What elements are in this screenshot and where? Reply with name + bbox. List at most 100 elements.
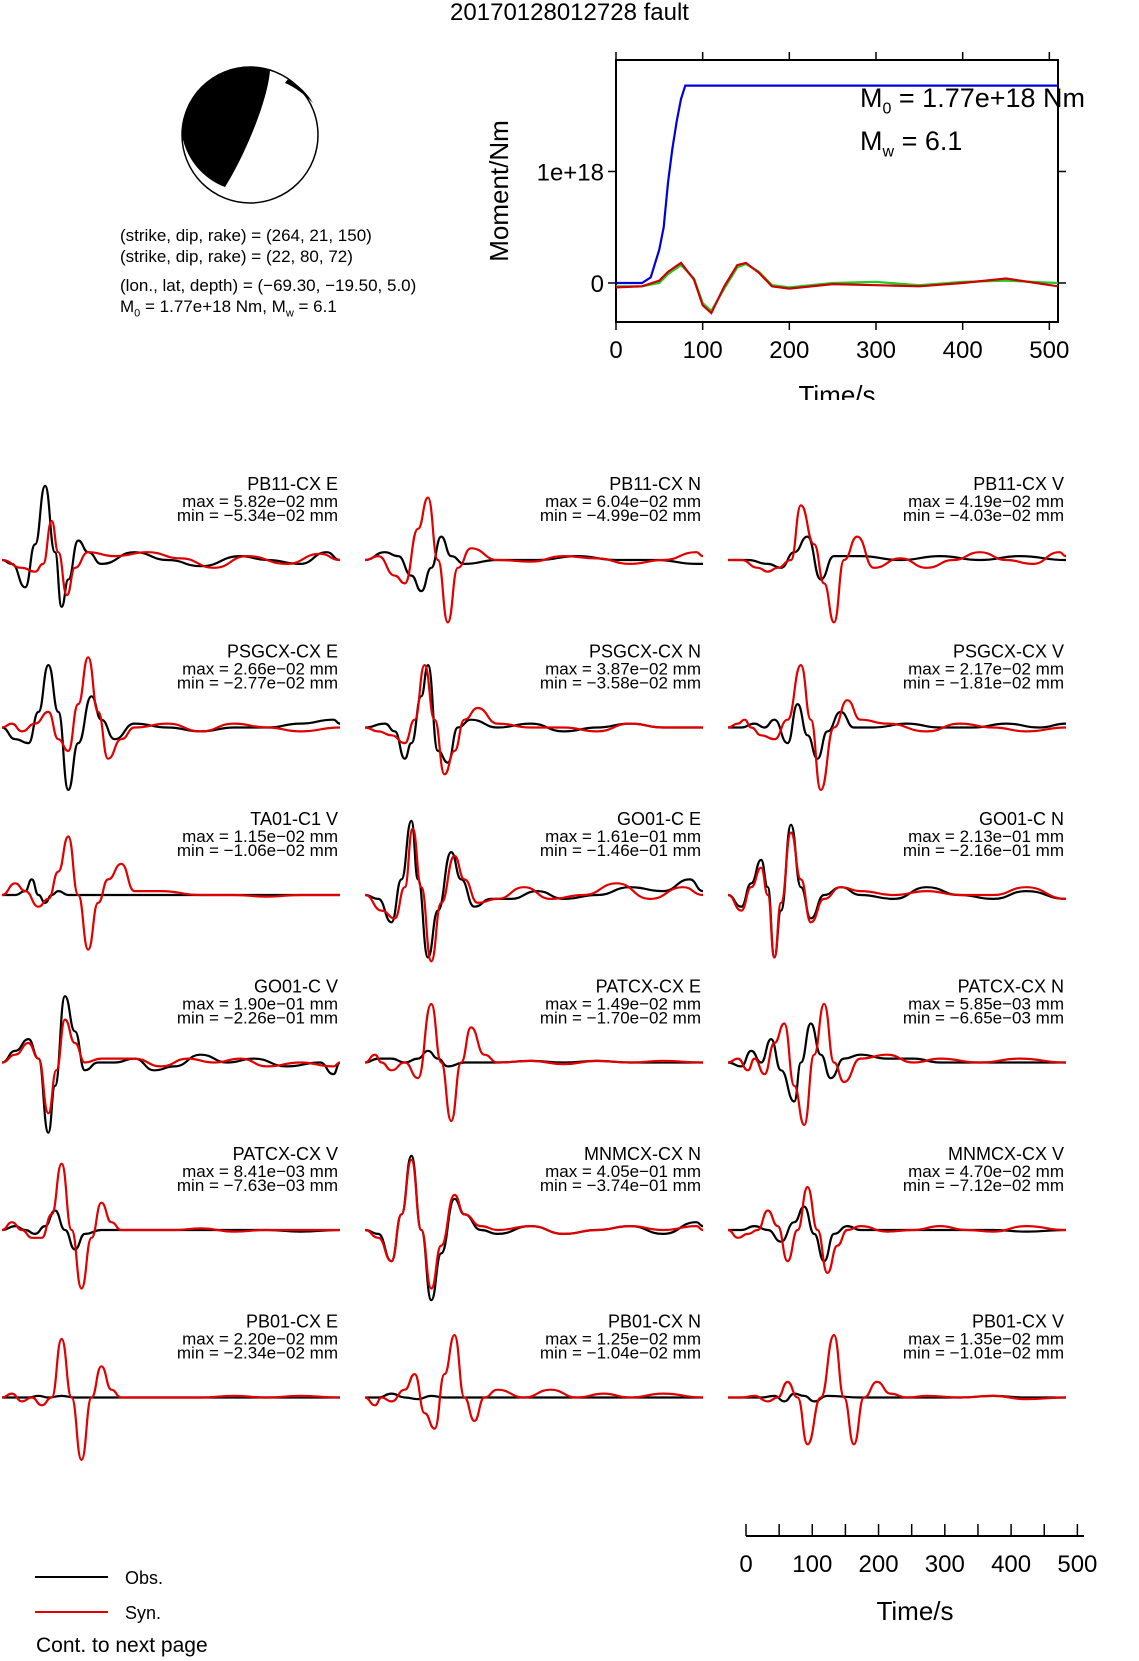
station-label: GO01-C N — [979, 809, 1064, 829]
continuation-note: Cont. to next page — [36, 1634, 208, 1657]
max-amplitude: max = 2.17e−02 mm — [908, 660, 1064, 679]
legend-obs-label: Obs. — [125, 1568, 163, 1588]
synthetic-trace — [1, 519, 341, 597]
time-tick-label: 200 — [859, 1551, 899, 1578]
synthetic-trace — [1, 1337, 341, 1462]
x-tick-label: 100 — [683, 337, 723, 364]
max-amplitude: max = 4.19e−02 mm — [908, 492, 1064, 511]
max-amplitude: max = 1.25e−02 mm — [545, 1330, 701, 1349]
max-amplitude: max = 1.15e−02 mm — [182, 827, 338, 846]
location-text: (lon., lat, depth) = (−69.30, −19.50, 5.… — [120, 276, 417, 295]
m0-annotation-sub: 0 — [882, 100, 892, 118]
station-label: PB01-CX V — [972, 1312, 1064, 1332]
synthetic-trace — [727, 1185, 1067, 1275]
x-tick-label: 300 — [856, 337, 896, 364]
observed-trace — [728, 535, 1067, 581]
synthetic-trace — [1, 656, 341, 760]
min-amplitude: min = −3.58e−02 mm — [540, 674, 701, 693]
mw-annotation-sub: w — [882, 143, 895, 161]
max-amplitude: max = 5.82e−02 mm — [182, 492, 338, 511]
x-tick-label: 500 — [1029, 337, 1069, 364]
time-axis-label: Time/s — [876, 1596, 953, 1626]
observed-trace — [728, 702, 1067, 760]
station-label: MNMCX-CX N — [584, 1144, 701, 1164]
min-amplitude: min = −1.06e−02 mm — [177, 841, 338, 860]
max-amplitude: max = 1.90e−01 mm — [182, 995, 338, 1014]
min-amplitude: min = −6.65e−03 mm — [903, 1009, 1064, 1028]
station-label: TA01-C1 V — [250, 809, 338, 829]
max-amplitude: max = 2.20e−02 mm — [182, 1330, 338, 1349]
m0-symbol: M — [120, 297, 135, 316]
moment-annotation: M0 = 1.77e+18 Nm Mw = 6.1 — [860, 82, 1085, 169]
max-amplitude: max = 4.70e−02 mm — [908, 1162, 1064, 1181]
observed-trace — [364, 535, 703, 593]
max-amplitude: max = 1.35e−02 mm — [908, 1330, 1064, 1349]
min-amplitude: min = −1.01e−02 mm — [903, 1344, 1064, 1363]
synthetic-trace — [727, 663, 1067, 792]
synthetic-trace — [727, 1333, 1067, 1446]
station-label: GO01-C V — [254, 977, 338, 997]
min-amplitude: min = −2.26e−01 mm — [177, 1009, 338, 1028]
station-label: PATCX-CX E — [596, 977, 701, 997]
max-amplitude: max = 1.49e−02 mm — [545, 995, 701, 1014]
time-tick-label: 100 — [792, 1551, 832, 1578]
time-tick-label: 300 — [925, 1551, 965, 1578]
observed-trace — [364, 1049, 703, 1068]
y-axis-label: Moment/Nm — [484, 120, 514, 262]
max-amplitude: max = 4.05e−01 mm — [545, 1162, 701, 1181]
station-label: PB11-CX V — [973, 474, 1064, 494]
plane2-text: (strike, dip, rake) = (22, 80, 72) — [120, 247, 353, 266]
synthetic-trace — [364, 827, 704, 963]
synthetic-trace — [1, 835, 340, 951]
min-amplitude: min = −1.70e−02 mm — [540, 1009, 701, 1028]
mw-value: = 6.1 — [293, 297, 337, 316]
max-amplitude: max = 6.04e−02 mm — [545, 492, 701, 511]
m0-annotation: M0 = 1.77e+18 Nm — [860, 82, 1085, 125]
y-tick-label: 1e+18 — [537, 159, 604, 186]
station-label: PATCX-CX V — [233, 1144, 338, 1164]
m0-subscript: 0 — [134, 307, 141, 320]
observed-trace — [727, 1022, 1066, 1103]
observed-trace — [727, 1205, 1067, 1263]
moment-rate-chart: 0 100 200 300 400 500 0 1e+18 Time/s Moment/Nm — [484, 52, 1069, 400]
mw-annotation-value: = 6.1 — [894, 126, 963, 157]
observed-trace — [364, 1392, 703, 1401]
m0-annotation-value: = 1.77e+18 Nm — [891, 83, 1086, 113]
moment-plot-frame — [615, 59, 1059, 323]
min-amplitude: min = −5.34e−02 mm — [177, 506, 338, 525]
max-amplitude: max = 2.13e−01 mm — [908, 827, 1064, 846]
max-amplitude: max = 3.87e−02 mm — [545, 660, 701, 679]
min-amplitude: min = −2.77e−02 mm — [177, 674, 338, 693]
synthetic-trace — [1, 1162, 340, 1290]
mw-annotation-symbol: M — [860, 126, 883, 157]
min-amplitude: min = −2.34e−02 mm — [177, 1344, 338, 1363]
y-tick-label: 0 — [591, 271, 604, 298]
plane1-text: (strike, dip, rake) = (264, 21, 150) — [120, 226, 372, 245]
moment-value: = 1.77e+18 Nm, M — [140, 297, 286, 316]
x-axis-label: Time/s — [798, 380, 875, 400]
station-label: PATCX-CX N — [958, 977, 1064, 997]
synthetic-trace — [364, 1158, 704, 1290]
min-amplitude: min = −7.63e−03 mm — [177, 1176, 338, 1195]
mw-annotation: Mw = 6.1 — [860, 125, 1085, 168]
synthetic-trace — [364, 1333, 704, 1430]
moment-series-line-1 — [616, 262, 1059, 313]
min-amplitude: min = −7.12e−02 mm — [903, 1176, 1064, 1195]
min-amplitude: min = −1.46e−01 mm — [540, 841, 701, 860]
station-label: MNMCX-CX V — [948, 1144, 1064, 1164]
station-label: PSGCX-CX V — [953, 642, 1064, 662]
observed-trace — [1, 1209, 341, 1251]
synthetic-trace — [727, 831, 1067, 959]
station-label: PB01-CX N — [608, 1312, 701, 1332]
station-label: PSGCX-CX E — [227, 642, 338, 662]
